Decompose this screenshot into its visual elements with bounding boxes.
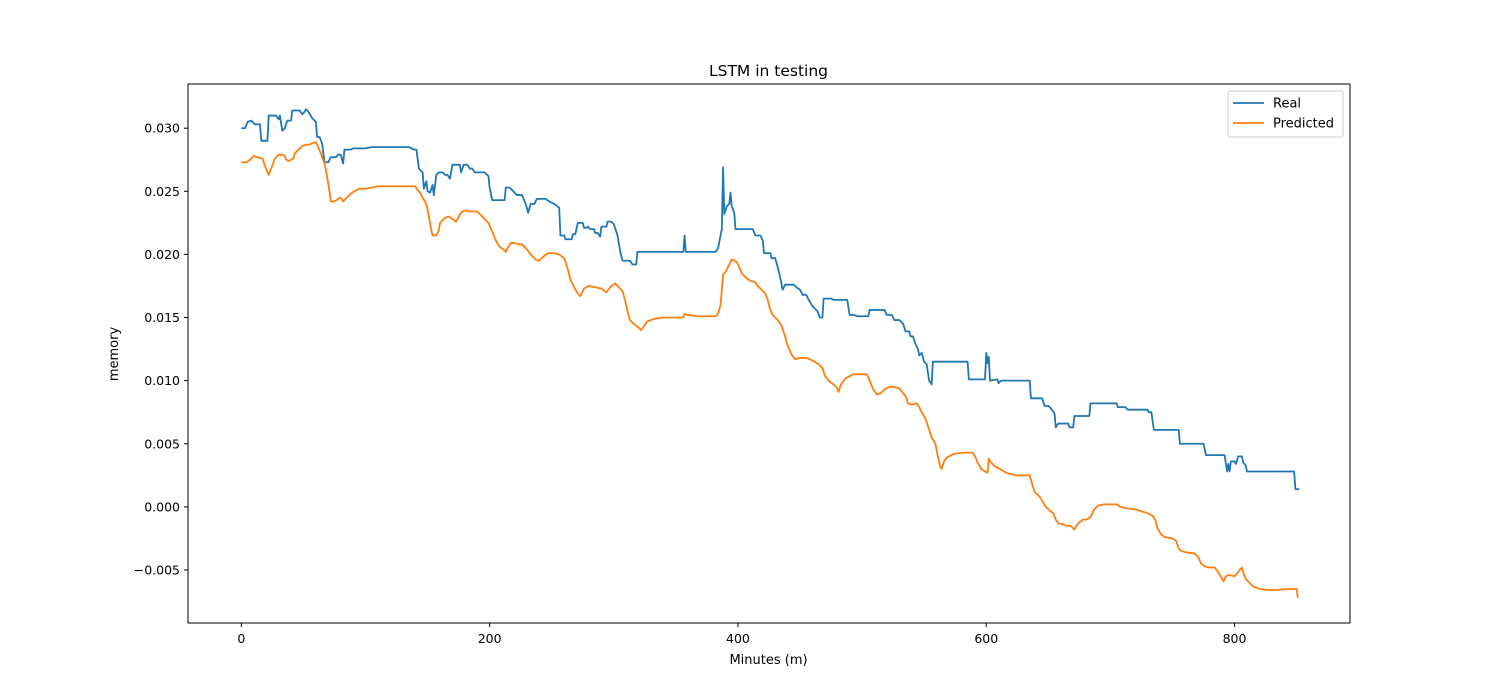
y-tick-label: 0.030: [144, 121, 180, 136]
plot-frame: [187, 83, 1351, 624]
series-line-predicted: [241, 141, 1299, 598]
y-tick-label: 0.020: [144, 247, 180, 262]
legend-label-predicted: Predicted: [1273, 117, 1334, 132]
x-tick-label: 600: [974, 631, 998, 646]
legend-label-real: Real: [1273, 97, 1301, 112]
x-axis-label: Minutes (m): [729, 653, 807, 668]
y-axis: −0.005 0.000 0.005 0.010 0.015 0.020 0.025 0.03…: [134, 121, 188, 577]
series-layer: [241, 108, 1300, 598]
x-tick-label: 0: [237, 631, 245, 646]
x-tick-label: 400: [726, 631, 750, 646]
y-tick-label: 0.015: [144, 310, 180, 325]
y-tick-label: 0.010: [144, 373, 180, 388]
series-line-real: [241, 108, 1300, 491]
legend: Real Predicted: [1227, 90, 1344, 138]
y-tick-label: −0.005: [134, 562, 180, 577]
y-tick-label: 0.005: [144, 436, 180, 451]
y-axis-label: memory: [107, 327, 122, 382]
x-axis: 0 200 400 600 800: [237, 623, 1247, 646]
x-tick-label: 800: [1223, 631, 1247, 646]
y-tick-label: 0.025: [144, 184, 180, 199]
x-tick-label: 200: [478, 631, 502, 646]
chart-title: LSTM in testing: [709, 62, 828, 80]
y-tick-label: 0.000: [144, 499, 180, 514]
